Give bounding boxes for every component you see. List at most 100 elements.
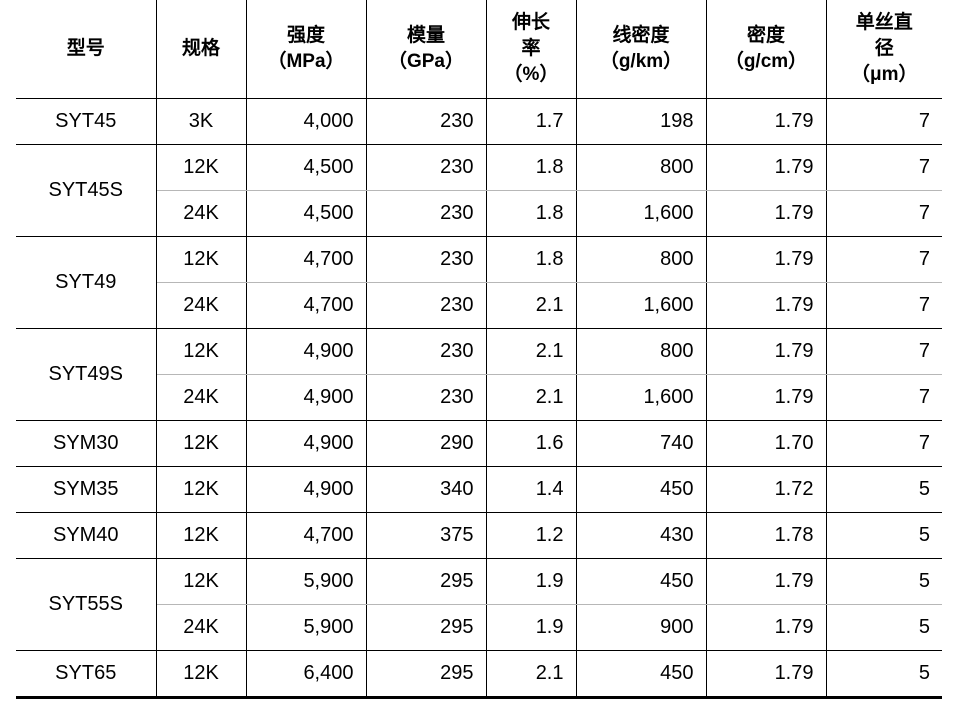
table-row: SYT55S 12K 5,900 295 1.9 450 1.79 5 <box>16 558 942 651</box>
cell-strength: 4,700 <box>245 512 367 559</box>
cell-strength: 4,900 <box>245 466 367 513</box>
cell-density: 1.79 <box>705 144 827 191</box>
cell-linear-density: 450 <box>575 466 707 513</box>
header-model: 型号 <box>16 0 157 99</box>
table-row: 24K 4,700 230 2.1 1,600 1.79 7 <box>16 282 942 329</box>
cell-filament-diameter: 7 <box>825 328 942 375</box>
cell-density: 1.79 <box>705 236 827 283</box>
cell-spec: 24K <box>156 604 247 651</box>
cell-elongation: 2.1 <box>485 650 577 699</box>
cell-filament-diameter: 7 <box>825 282 942 329</box>
cell-density: 1.72 <box>705 466 827 513</box>
cell-spec: 12K <box>155 236 247 283</box>
cell-linear-density: 198 <box>575 98 707 145</box>
cell-filament-diameter: 7 <box>825 374 942 421</box>
cell-modulus: 295 <box>365 558 487 605</box>
table-row: SYM30 12K 4,900 290 1.6 740 1.70 7 <box>16 420 942 467</box>
cell-filament-diameter: 7 <box>825 236 942 283</box>
cell-filament-diameter: 5 <box>825 512 942 559</box>
cell-filament-diameter: 7 <box>825 144 942 191</box>
cell-modulus: 295 <box>365 650 487 699</box>
cell-model: SYM30 <box>16 420 157 467</box>
cell-elongation: 1.8 <box>485 190 577 237</box>
cell-strength: 4,700 <box>245 236 367 283</box>
cell-linear-density: 800 <box>575 144 707 191</box>
header-strength: 强度 （MPa） <box>245 0 367 99</box>
cell-density: 1.79 <box>705 604 827 651</box>
header-modulus: 模量 （GPa） <box>365 0 487 99</box>
cell-strength: 4,900 <box>245 420 367 467</box>
cell-spec: 12K <box>155 420 247 467</box>
cell-spec: 12K <box>155 650 247 699</box>
cell-strength: 4,700 <box>245 282 367 329</box>
cell-model: SYT55S <box>16 558 157 651</box>
cell-spec: 12K <box>155 328 247 375</box>
table-row: SYT45S 12K 4,500 230 1.8 800 1.79 7 <box>16 144 942 237</box>
cell-elongation: 1.8 <box>485 236 577 283</box>
cell-elongation: 1.6 <box>485 420 577 467</box>
cell-modulus: 230 <box>365 328 487 375</box>
table-body: SYT45 3K 4,000 230 1.7 198 1.79 7 SYT45S 12K 4,500… <box>16 98 942 699</box>
cell-elongation: 2.1 <box>485 282 577 329</box>
cell-filament-diameter: 7 <box>825 420 942 467</box>
cell-model: SYT45 <box>16 98 157 145</box>
cell-strength: 4,000 <box>245 98 367 145</box>
cell-spec: 24K <box>156 374 247 421</box>
cell-linear-density: 450 <box>575 558 707 605</box>
cell-filament-diameter: 7 <box>825 98 942 145</box>
cell-filament-diameter: 5 <box>825 650 942 699</box>
header-spec: 规格 <box>155 0 247 99</box>
cell-density: 1.79 <box>705 98 827 145</box>
cell-modulus: 295 <box>365 604 487 651</box>
cell-linear-density: 1,600 <box>575 374 707 421</box>
cell-linear-density: 430 <box>575 512 707 559</box>
table-row: SYM35 12K 4,900 340 1.4 450 1.72 5 <box>16 466 942 513</box>
cell-linear-density: 1,600 <box>575 282 707 329</box>
cell-modulus: 290 <box>365 420 487 467</box>
cell-linear-density: 450 <box>575 650 707 699</box>
cell-density: 1.79 <box>705 190 827 237</box>
cell-elongation: 1.9 <box>485 558 577 605</box>
cell-spec: 12K <box>155 466 247 513</box>
cell-elongation: 1.8 <box>485 144 577 191</box>
cell-elongation: 1.2 <box>485 512 577 559</box>
cell-strength: 4,500 <box>245 190 367 237</box>
cell-spec: 12K <box>155 558 247 605</box>
cell-linear-density: 800 <box>575 328 707 375</box>
spec-table-container: 型号 规格 强度 （MPa） 模量 （GPa） 伸长 率 （%） 线密度 （g/… <box>16 0 942 699</box>
cell-strength: 4,900 <box>245 374 367 421</box>
cell-linear-density: 900 <box>575 604 707 651</box>
table-header: 型号 规格 强度 （MPa） 模量 （GPa） 伸长 率 （%） 线密度 （g/… <box>16 0 942 99</box>
cell-modulus: 340 <box>365 466 487 513</box>
cell-strength: 5,900 <box>245 604 367 651</box>
cell-spec: 3K <box>155 98 247 145</box>
cell-modulus: 230 <box>365 98 487 145</box>
cell-linear-density: 1,600 <box>575 190 707 237</box>
cell-modulus: 375 <box>365 512 487 559</box>
cell-model: SYT45S <box>16 144 157 237</box>
cell-model: SYT65 <box>16 650 157 699</box>
cell-modulus: 230 <box>365 144 487 191</box>
header-density: 密度 （g/cm） <box>705 0 827 99</box>
cell-elongation: 1.7 <box>485 98 577 145</box>
table-row: 24K 4,900 230 2.1 1,600 1.79 7 <box>16 374 942 421</box>
table-row: SYT65 12K 6,400 295 2.1 450 1.79 5 <box>16 650 942 699</box>
cell-model: SYM35 <box>16 466 157 513</box>
cell-spec: 12K <box>155 512 247 559</box>
cell-filament-diameter: 5 <box>825 466 942 513</box>
cell-linear-density: 740 <box>575 420 707 467</box>
cell-density: 1.79 <box>705 328 827 375</box>
cell-elongation: 1.4 <box>485 466 577 513</box>
cell-elongation: 1.9 <box>485 604 577 651</box>
table-row: SYT49S 12K 4,900 230 2.1 800 1.79 7 <box>16 328 942 421</box>
cell-model: SYT49 <box>16 236 157 329</box>
cell-strength: 4,900 <box>245 328 367 375</box>
cell-spec: 24K <box>156 190 247 237</box>
table-row: SYM40 12K 4,700 375 1.2 430 1.78 5 <box>16 512 942 559</box>
cell-elongation: 2.1 <box>485 374 577 421</box>
cell-elongation: 2.1 <box>485 328 577 375</box>
cell-strength: 4,500 <box>245 144 367 191</box>
carbon-fiber-spec-table: 型号 规格 强度 （MPa） 模量 （GPa） 伸长 率 （%） 线密度 （g/… <box>16 0 942 699</box>
cell-filament-diameter: 5 <box>825 604 942 651</box>
table-row: 24K 4,500 230 1.8 1,600 1.79 7 <box>16 190 942 237</box>
